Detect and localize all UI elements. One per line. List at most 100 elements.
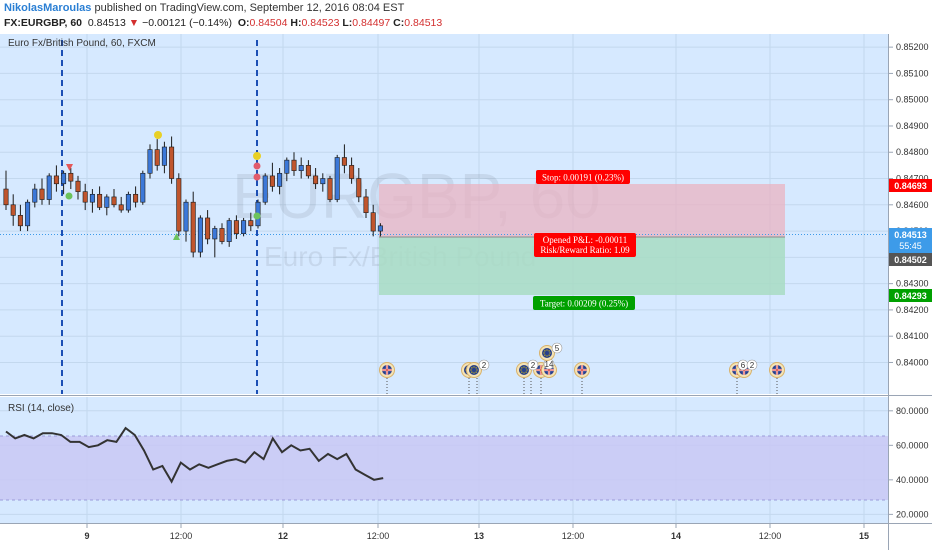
candle[interactable]: [320, 173, 326, 192]
candle[interactable]: [313, 168, 319, 190]
svg-text:14: 14: [545, 360, 554, 369]
candle[interactable]: [284, 157, 290, 182]
event-count-badge[interactable]: 2: [527, 359, 539, 371]
candle-body: [291, 159, 297, 171]
author-link[interactable]: NikolasMaroulas: [4, 2, 92, 14]
time-tick-label: 12:00: [562, 531, 585, 541]
eu-flag-icon[interactable]: [539, 345, 555, 361]
candle[interactable]: [46, 173, 52, 205]
publish-info: published on TradingView.com, September …: [91, 2, 405, 14]
candle-body: [370, 212, 376, 232]
eu-flag-icon[interactable]: [516, 362, 532, 378]
target-price-tag: 0.84293: [889, 289, 932, 302]
candle[interactable]: [154, 139, 160, 171]
candle[interactable]: [205, 210, 211, 245]
candle[interactable]: [262, 173, 268, 205]
candle[interactable]: [212, 225, 218, 258]
candle[interactable]: [363, 189, 369, 218]
candle[interactable]: [3, 170, 9, 211]
close-value: 0.84513: [404, 17, 443, 29]
candle[interactable]: [349, 157, 355, 184]
candle[interactable]: [10, 194, 16, 226]
eu-flag-icon[interactable]: [466, 362, 482, 378]
candle-body: [190, 201, 196, 253]
candle[interactable]: [17, 204, 23, 232]
candle-body: [241, 220, 247, 235]
rsi-axis[interactable]: 80.0000 60.0000 40.0000 20.0000: [888, 406, 929, 520]
candle-body: [75, 180, 81, 192]
candle[interactable]: [68, 168, 74, 190]
candles[interactable]: [3, 136, 383, 258]
candle[interactable]: [277, 168, 283, 195]
candle-body: [197, 217, 203, 253]
candle[interactable]: [291, 152, 297, 176]
candle[interactable]: [298, 157, 304, 179]
candle-body: [183, 201, 189, 232]
candle[interactable]: [183, 199, 189, 242]
target-label: Target: 0.00209 (0.25%): [533, 296, 635, 310]
candle[interactable]: [133, 186, 139, 208]
time-tick-label: 15: [859, 531, 869, 541]
candle[interactable]: [341, 144, 347, 174]
event-count-badge[interactable]: 6: [737, 359, 749, 371]
rsi-line[interactable]: [5, 426, 384, 484]
candle[interactable]: [111, 189, 117, 208]
candle[interactable]: [97, 186, 103, 211]
candle[interactable]: [269, 162, 275, 192]
candle[interactable]: [248, 212, 254, 232]
candle-body: [32, 188, 38, 203]
candle[interactable]: [140, 170, 146, 205]
time-tick-label: 12:00: [367, 531, 390, 541]
candle[interactable]: [53, 165, 59, 192]
candle[interactable]: [25, 199, 31, 232]
candle[interactable]: [327, 175, 333, 203]
event-count-badge[interactable]: 2: [478, 359, 490, 371]
candle[interactable]: [226, 217, 232, 247]
candle[interactable]: [147, 144, 153, 179]
time-axis[interactable]: 9 12:00 12 12:00 13 12:00 14 12:00 15: [84, 523, 869, 541]
candle[interactable]: [377, 223, 383, 237]
time-tick-label: 13: [474, 531, 484, 541]
candle-body: [327, 178, 333, 200]
event-count-badge[interactable]: 2: [746, 359, 758, 371]
candle[interactable]: [61, 170, 67, 195]
candle[interactable]: [197, 215, 203, 258]
candle[interactable]: [39, 178, 45, 205]
candle[interactable]: [176, 173, 182, 237]
price-tick-label: 0.84800: [896, 147, 929, 157]
uk-flag-icon[interactable]: [769, 362, 785, 378]
chart-canvas[interactable]: EURGBP, 60 Euro Fx/British Pound Euro Fx…: [0, 34, 932, 550]
candle[interactable]: [219, 223, 225, 245]
candle[interactable]: [233, 215, 239, 239]
stop-loss-zone[interactable]: [379, 184, 785, 237]
candle[interactable]: [75, 175, 81, 200]
candle[interactable]: [118, 196, 124, 213]
candle-body: [334, 157, 340, 200]
candle[interactable]: [169, 136, 175, 184]
candle[interactable]: [89, 189, 95, 213]
svg-text:6: 6: [741, 361, 746, 370]
candle[interactable]: [82, 183, 88, 211]
candle[interactable]: [190, 191, 196, 258]
candle-body: [89, 193, 95, 203]
candle[interactable]: [356, 168, 362, 203]
candle[interactable]: [125, 191, 131, 213]
candle[interactable]: [370, 204, 376, 237]
svg-text:55:45: 55:45: [899, 241, 922, 251]
candle-body: [377, 225, 383, 232]
candle[interactable]: [305, 160, 311, 179]
candle[interactable]: [161, 141, 167, 174]
candle-body: [104, 196, 110, 208]
signal-dot-red: [253, 162, 261, 170]
svg-text:2: 2: [531, 361, 536, 370]
uk-flag-icon[interactable]: [379, 362, 395, 378]
candle[interactable]: [32, 183, 38, 208]
candle[interactable]: [104, 194, 110, 216]
candle[interactable]: [241, 217, 247, 237]
rsi-title: RSI (14, close): [8, 403, 74, 414]
event-count-badge[interactable]: 5: [551, 342, 563, 354]
chart-header: NikolasMaroulas published on TradingView…: [0, 0, 932, 34]
uk-flag-icon[interactable]: [574, 362, 590, 378]
candle[interactable]: [334, 154, 340, 203]
